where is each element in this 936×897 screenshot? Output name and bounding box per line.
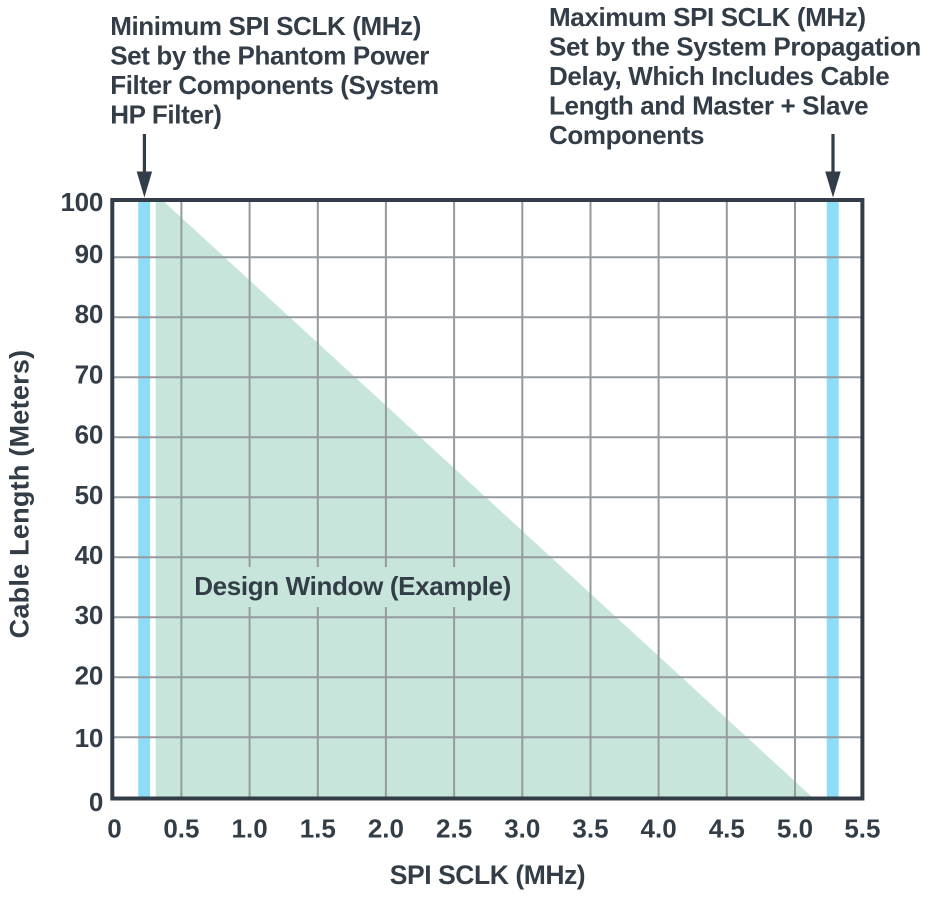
svg-text:HP Filter): HP Filter) (110, 100, 221, 130)
svg-text:Length and Master + Slave: Length and Master + Slave (549, 91, 868, 121)
svg-text:4.5: 4.5 (709, 814, 745, 844)
svg-text:Filter Components (System: Filter Components (System (110, 70, 439, 100)
svg-text:3.5: 3.5 (572, 814, 608, 844)
svg-text:60: 60 (75, 420, 103, 450)
svg-text:2.0: 2.0 (368, 814, 404, 844)
svg-text:70: 70 (75, 359, 103, 389)
svg-text:Set by the System Propagation: Set by the System Propagation (549, 32, 921, 62)
svg-text:1.0: 1.0 (232, 814, 268, 844)
svg-text:3.0: 3.0 (504, 814, 540, 844)
svg-text:30: 30 (75, 600, 103, 630)
svg-text:1.5: 1.5 (300, 814, 336, 844)
svg-text:40: 40 (75, 540, 103, 570)
svg-text:10: 10 (75, 723, 103, 753)
svg-text:Design Window (Example): Design Window (Example) (194, 571, 511, 601)
svg-text:100: 100 (61, 187, 103, 217)
svg-text:Minimum SPI SCLK (MHz): Minimum SPI SCLK (MHz) (110, 11, 421, 41)
svg-text:0.5: 0.5 (163, 814, 199, 844)
svg-text:20: 20 (75, 660, 103, 690)
svg-text:5.5: 5.5 (844, 814, 880, 844)
svg-text:Components: Components (549, 120, 704, 150)
svg-text:Cable Length (Meters): Cable Length (Meters) (5, 350, 35, 639)
svg-text:80: 80 (75, 299, 103, 329)
svg-text:0: 0 (107, 814, 121, 844)
svg-text:50: 50 (75, 480, 103, 510)
svg-text:SPI SCLK (MHz): SPI SCLK (MHz) (390, 860, 585, 890)
svg-text:Maximum SPI SCLK (MHz): Maximum SPI SCLK (MHz) (549, 2, 866, 32)
svg-text:2.5: 2.5 (436, 814, 472, 844)
svg-text:4.0: 4.0 (641, 814, 677, 844)
svg-text:0: 0 (89, 787, 103, 817)
svg-text:Set by the Phantom Power: Set by the Phantom Power (110, 41, 429, 71)
svg-text:Delay, Which Includes Cable: Delay, Which Includes Cable (549, 61, 889, 91)
svg-text:90: 90 (75, 239, 103, 269)
svg-text:5.0: 5.0 (777, 814, 813, 844)
